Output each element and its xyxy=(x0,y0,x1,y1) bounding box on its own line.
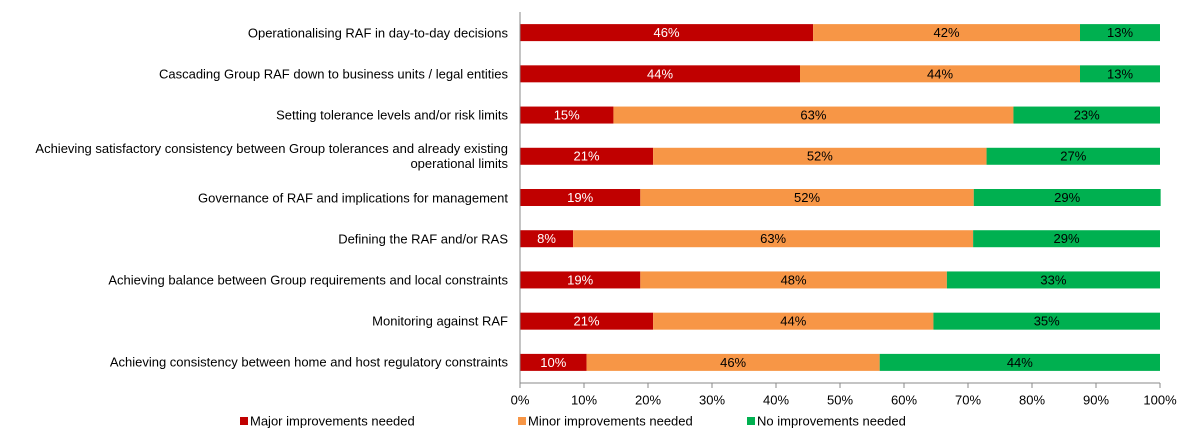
bar-segment xyxy=(640,271,947,289)
data-label: 27% xyxy=(1060,149,1086,164)
data-label: 33% xyxy=(1040,272,1066,287)
bar-segment xyxy=(933,312,1160,330)
x-tick-label: 80% xyxy=(1019,392,1045,407)
data-label: 29% xyxy=(1054,190,1080,205)
category-label: Monitoring against RAF xyxy=(372,313,508,329)
bar-segment xyxy=(813,24,1080,42)
x-tick-label: 0% xyxy=(511,392,530,407)
data-label: 35% xyxy=(1034,314,1060,329)
data-label: 21% xyxy=(574,314,600,329)
legend-swatch xyxy=(240,417,248,425)
bar-segment xyxy=(946,271,1160,289)
data-label: 15% xyxy=(554,107,580,122)
bar-segment xyxy=(520,353,587,371)
category-label: Achieving satisfactory consistency betwe… xyxy=(35,141,508,172)
data-label: 44% xyxy=(780,314,806,329)
bar-segment xyxy=(520,230,574,248)
data-label: 46% xyxy=(720,355,746,370)
legend-label: Minor improvements needed xyxy=(528,413,693,428)
data-label: 52% xyxy=(807,149,833,164)
category-label: Achieving consistency between home and h… xyxy=(109,354,508,370)
data-label: 44% xyxy=(647,66,673,81)
bar-segment xyxy=(520,65,800,83)
bar-segment xyxy=(653,147,987,165)
data-label: 10% xyxy=(540,355,566,370)
bar-segment xyxy=(520,106,614,124)
bar-segment xyxy=(653,312,934,330)
data-label: 42% xyxy=(934,25,960,40)
category-label: Achieving balance between Group requirem… xyxy=(108,272,508,288)
data-label: 21% xyxy=(574,149,600,164)
bar-segment xyxy=(520,312,654,330)
x-tick-label: 60% xyxy=(891,392,917,407)
category-label: Setting tolerance levels and/or risk lim… xyxy=(276,107,508,123)
bar-segment xyxy=(1080,24,1160,42)
data-label: 13% xyxy=(1107,25,1133,40)
data-label: 8% xyxy=(537,231,556,246)
bar-segment xyxy=(520,147,654,165)
x-tick-label: 70% xyxy=(955,392,981,407)
category-label: Operationalising RAF in day-to-day decis… xyxy=(247,25,508,41)
data-label: 63% xyxy=(800,107,826,122)
data-label: 44% xyxy=(927,66,953,81)
data-label: 13% xyxy=(1107,66,1133,81)
bar-segment xyxy=(973,230,1160,248)
x-tick-label: 50% xyxy=(827,392,853,407)
x-tick-label: 30% xyxy=(699,392,725,407)
data-label: 29% xyxy=(1054,231,1080,246)
x-tick-label: 40% xyxy=(763,392,789,407)
data-label: 63% xyxy=(760,231,786,246)
category-label: Cascading Group RAF down to business uni… xyxy=(158,66,508,82)
x-tick-label: 90% xyxy=(1083,392,1109,407)
x-tick-label: 10% xyxy=(571,392,597,407)
category-label: Governance of RAF and implications for m… xyxy=(198,190,508,205)
bar-segment xyxy=(800,65,1080,83)
data-label: 19% xyxy=(567,272,593,287)
bar-segment xyxy=(520,24,814,42)
legend-label: Major improvements needed xyxy=(250,413,415,428)
legend-label: No improvements needed xyxy=(757,413,906,428)
bar-segment xyxy=(586,353,880,371)
data-label: 23% xyxy=(1074,107,1100,122)
category-label: Defining the RAF and/or RAS xyxy=(338,231,508,247)
bar-segment xyxy=(573,230,974,248)
data-label: 46% xyxy=(654,25,680,40)
bar-segment xyxy=(986,147,1160,165)
bar-segment xyxy=(613,106,1014,124)
bar-segment xyxy=(1080,65,1160,83)
legend-swatch xyxy=(747,417,755,425)
data-label: 52% xyxy=(794,190,820,205)
bar-segment xyxy=(520,271,641,289)
data-label: 19% xyxy=(567,190,593,205)
data-label: 48% xyxy=(781,272,807,287)
bar-segment xyxy=(640,189,974,206)
legend-swatch xyxy=(518,417,526,425)
x-tick-label: 20% xyxy=(635,392,661,407)
data-label: 44% xyxy=(1007,355,1033,370)
x-tick-label: 100% xyxy=(1143,392,1177,407)
bar-segment xyxy=(1013,106,1160,124)
bar-segment xyxy=(520,189,641,206)
bar-segment xyxy=(879,353,1160,371)
bar-segment xyxy=(973,189,1161,206)
